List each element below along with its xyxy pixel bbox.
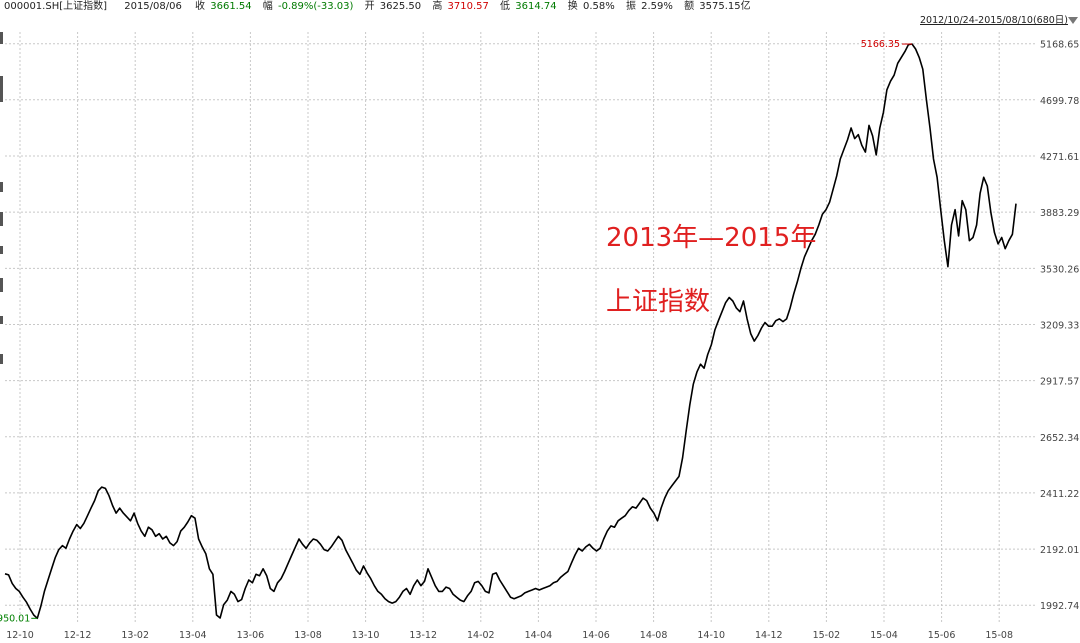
dropdown-arrow-icon[interactable] [1068, 17, 1078, 24]
x-tick-label: 14-12 [755, 630, 783, 641]
annotation-title: 2013年—2015年 [606, 223, 816, 253]
swing-label: 振 [625, 1, 636, 12]
y-tick-label: 3209.33 [1040, 320, 1079, 331]
y-tick-label: 5168.65 [1040, 40, 1079, 51]
x-tick-label: 13-06 [237, 630, 265, 641]
amount-value: 3575.15亿 [699, 1, 751, 12]
y-tick-label: 2192.01 [1040, 545, 1079, 556]
x-tick-label: 13-12 [409, 630, 437, 641]
x-tick-label: 14-04 [525, 630, 553, 641]
y-tick-label: 2411.22 [1040, 489, 1079, 500]
price-series-line [4, 43, 1017, 620]
y-tick-label: 1992.74 [1040, 601, 1079, 612]
amount-label: 额 [684, 1, 695, 12]
open-value: 3625.50 [379, 1, 422, 12]
amp-value: -0.89%(-33.03) [277, 1, 354, 12]
x-axis: 12-10 12-12 13-02 13-04 13-06 13-08 13-10 13-12… [6, 630, 1013, 641]
quote-date: 2015/08/06 [124, 1, 182, 12]
x-tick-label: 13-02 [121, 630, 149, 641]
max-label: 5166.35 [861, 39, 900, 50]
quote-header: 000001.SH[上证指数] 2015/08/06 收 3661.54 幅 -… [0, 0, 1080, 16]
x-tick-label: 12-10 [6, 630, 34, 641]
x-tick-label: 13-04 [179, 630, 207, 641]
y-axis: 5168.65 4699.78 4271.61 3883.29 3530.26 3209.… [1040, 40, 1079, 612]
turnover-value: 0.58% [582, 1, 615, 12]
annotation-subtitle: 上证指数 [606, 287, 710, 317]
left-edge-markers [0, 32, 3, 372]
symbol[interactable]: 000001.SH[上证指数] [4, 1, 108, 12]
x-tick-label: 15-08 [985, 630, 1013, 641]
x-tick-label: 15-04 [870, 630, 898, 641]
swing-value: 2.59% [641, 1, 673, 12]
x-tick-label: 14-10 [697, 630, 725, 641]
open-label: 开 [364, 1, 375, 12]
y-tick-label: 3530.26 [1040, 264, 1079, 275]
y-tick-label: 2917.57 [1040, 377, 1079, 388]
min-label: 1950.01 [0, 613, 30, 624]
x-tick-label: 14-02 [467, 630, 495, 641]
high-label: 高 [432, 1, 443, 12]
amp-label: 幅 [262, 1, 273, 12]
x-tick-label: 13-10 [352, 630, 380, 641]
y-tick-label: 2652.34 [1040, 433, 1079, 444]
extreme-markers: 5166.35 1950.01 [0, 39, 913, 624]
y-tick-label: 4271.61 [1040, 152, 1079, 163]
y-tick-label: 4699.78 [1040, 96, 1079, 107]
x-tick-label: 12-12 [64, 630, 92, 641]
high-value: 3710.57 [447, 1, 489, 12]
x-tick-label: 15-02 [813, 630, 841, 641]
turnover-label: 换 [567, 1, 578, 12]
x-tick-label: 14-08 [640, 630, 668, 641]
close-value: 3661.54 [210, 1, 252, 12]
low-label: 低 [500, 1, 511, 12]
x-tick-label: 13-08 [294, 630, 322, 641]
close-label: 收 [195, 1, 206, 12]
date-range-selector[interactable]: 2012/10/24-2015/08/10(680日) [920, 15, 1068, 26]
x-tick-label: 15-06 [928, 630, 956, 641]
x-tick-label: 14-06 [582, 630, 610, 641]
low-value: 3614.74 [515, 1, 557, 12]
y-tick-label: 3883.29 [1040, 208, 1079, 219]
